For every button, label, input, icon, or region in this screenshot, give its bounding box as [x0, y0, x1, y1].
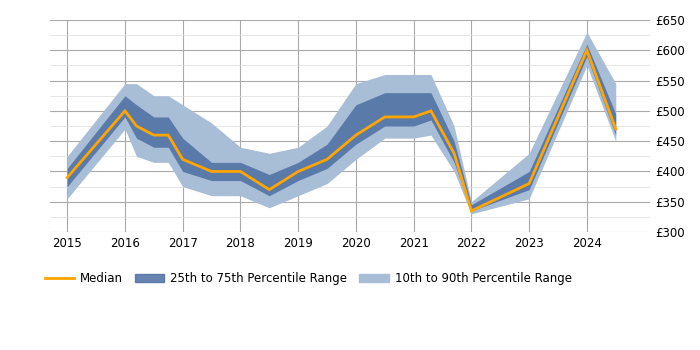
Legend: Median, 25th to 75th Percentile Range, 10th to 90th Percentile Range: Median, 25th to 75th Percentile Range, 1… — [40, 267, 576, 290]
